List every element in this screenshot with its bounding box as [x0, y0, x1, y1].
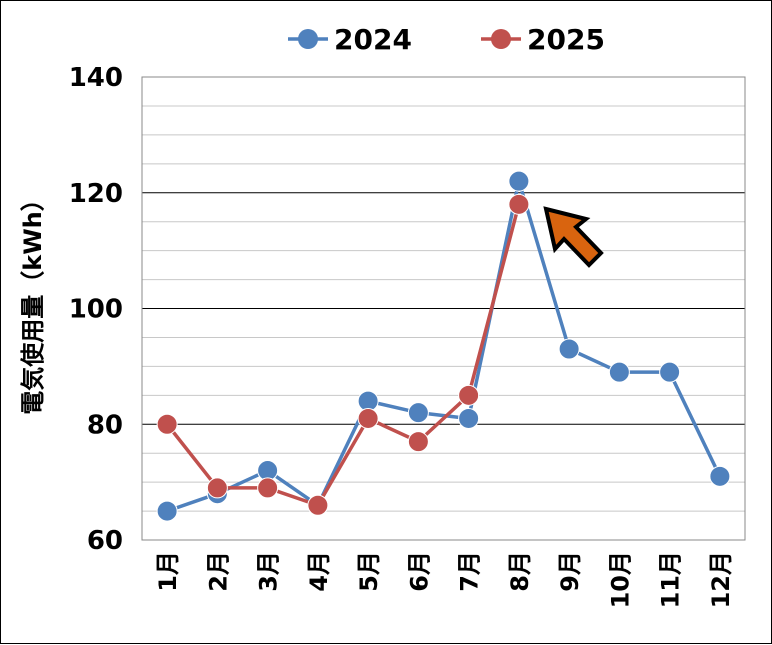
y-tick-label: 80 [87, 410, 123, 440]
data-point [357, 407, 379, 429]
data-point [407, 402, 429, 424]
y-tick-label: 60 [87, 526, 123, 556]
legend-label: 2025 [527, 23, 605, 56]
legend: 2024 2025 [288, 23, 605, 56]
data-point [458, 384, 480, 406]
x-tick-label: 8月 [506, 551, 534, 592]
x-tick-label: 10月 [606, 551, 634, 608]
x-tick-label: 6月 [405, 551, 433, 592]
x-axis-ticks: 1月 2月 3月 4月 5月 6月 7月 8月 9月 10月 11月 12月 [154, 551, 735, 608]
data-point [558, 338, 580, 360]
x-tick-label: 1月 [154, 551, 182, 592]
y-tick-label: 140 [69, 63, 123, 93]
x-tick-label: 11月 [657, 551, 685, 608]
y-tick-label: 120 [69, 179, 123, 209]
data-point [659, 361, 681, 383]
x-tick-label: 3月 [255, 551, 283, 592]
data-point [156, 500, 178, 522]
data-point [458, 407, 480, 429]
series-line [165, 203, 521, 508]
data-point [257, 477, 279, 499]
x-tick-label: 5月 [355, 551, 383, 592]
grid-lines [142, 105, 745, 512]
plot-area [141, 76, 746, 541]
x-tick-label: 9月 [556, 551, 584, 592]
x-tick-label: 2月 [204, 551, 232, 592]
legend-marker [298, 29, 318, 49]
series-line [166, 179, 722, 513]
x-tick-label: 4月 [305, 551, 333, 592]
data-point [508, 193, 530, 215]
data-point [307, 494, 329, 516]
x-tick-label: 7月 [456, 551, 484, 592]
legend-marker [491, 29, 511, 49]
y-tick-label: 100 [69, 295, 123, 325]
data-point [206, 477, 228, 499]
data-point [608, 361, 630, 383]
data-point [407, 431, 429, 453]
y-axis-label: 電気使用量（kWh） [19, 187, 47, 415]
data-series [156, 170, 731, 522]
annotation-arrow-icon [543, 206, 604, 268]
data-point [508, 170, 530, 192]
y-axis-ticks: 60 80 100 120 140 [69, 63, 123, 556]
legend-label: 2024 [334, 23, 412, 56]
data-point [709, 465, 731, 487]
data-point [156, 413, 178, 435]
x-tick-label: 12月 [707, 551, 735, 608]
